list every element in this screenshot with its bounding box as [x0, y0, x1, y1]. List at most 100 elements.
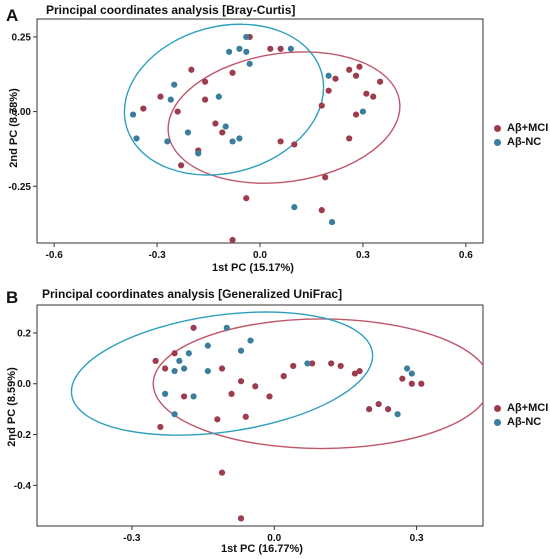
data-point-mci [408, 380, 415, 387]
data-point-mci [152, 357, 159, 364]
data-point-nc [184, 129, 192, 136]
legend-marker-mci [494, 404, 501, 412]
data-point-nc [394, 411, 401, 418]
data-point-mci [366, 406, 373, 413]
data-point-nc [287, 45, 294, 52]
data-point-mci [202, 96, 209, 103]
legend-label-nc: Aβ-NC [507, 416, 542, 428]
legend-label-mci: Aβ+MCI [507, 122, 549, 134]
confidence-ellipse-mci [152, 318, 483, 450]
legend-item-mci: Aβ+MCI [494, 121, 548, 135]
data-point-mci [322, 174, 329, 181]
panel-a: -0.6 -0.3 0.0 0.3 0.6 0.25 0.00 -0.25 A Princip… [6, 3, 548, 274]
x-tick-label: 0.0 [253, 250, 267, 261]
pcoa-bray-curtis-chart: -0.6 -0.3 0.0 0.3 0.6 0.25 0.00 -0.25 [8, 18, 484, 261]
data-point-nc [325, 72, 332, 79]
legend: Aβ+MCI Aβ-NC [494, 121, 548, 149]
y-tick-label: 0.2 [17, 328, 31, 339]
plot-frame [36, 18, 484, 244]
data-point-nc [204, 342, 211, 349]
data-point-mci [318, 207, 325, 214]
data-point-nc [215, 93, 222, 100]
data-point-mci [212, 120, 219, 127]
data-point-nc [204, 367, 211, 375]
data-point-nc [133, 135, 140, 142]
x-tick-label: -0.3 [148, 250, 166, 261]
data-point-nc [195, 150, 202, 157]
legend: Aβ+MCI Aβ-NC [494, 401, 548, 429]
x-axis-label: 1st PC (16.77%) [221, 543, 303, 555]
x-tick-label: 0.3 [410, 533, 424, 544]
data-point-mci [174, 108, 181, 115]
data-point-nc [291, 204, 298, 211]
y-tick-label: -0.4 [14, 481, 32, 492]
data-point-mci [290, 362, 297, 370]
data-point-nc [408, 370, 415, 377]
confidence-ellipse-nc [70, 311, 374, 436]
data-point-mci [356, 367, 363, 375]
legend-item-nc: Aβ-NC [494, 415, 548, 429]
data-point-mci [190, 324, 197, 331]
data-point-mci [277, 45, 284, 52]
data-point-mci [309, 360, 316, 367]
x-tick-label: -0.3 [123, 533, 141, 544]
y-axis-label: 2nd PC (8.59%) [6, 367, 18, 447]
data-point-mci [218, 365, 226, 372]
pcoa-generalized-unifrac-chart: -0.3 0.0 0.3 0.2 0.0 -0.2 -0.4 [14, 304, 484, 544]
x-tick-label: 0.6 [459, 250, 473, 261]
data-point-mci [228, 390, 235, 398]
legend-item-mci: Aβ+MCI [494, 401, 548, 415]
data-point-mci [418, 380, 425, 387]
data-point-mci [157, 423, 164, 431]
data-point-mci [157, 93, 164, 100]
data-point-mci [363, 90, 370, 97]
plot-frame [36, 304, 484, 527]
data-point-nc [226, 48, 233, 55]
data-point-nc [247, 337, 254, 344]
legend-label-mci: Aβ+MCI [507, 402, 549, 414]
legend-item-nc: Aβ-NC [494, 135, 548, 149]
data-point-nc [171, 411, 178, 418]
confidence-ellipse-mci [167, 51, 401, 184]
data-point-mci [337, 362, 344, 370]
data-point-mci [243, 195, 250, 202]
data-point-mci [280, 373, 287, 380]
y-tick-label: -0.25 [8, 182, 31, 193]
data-point-mci [237, 378, 245, 385]
data-point-nc [403, 365, 411, 372]
data-point-nc [304, 360, 311, 367]
data-point-mci [352, 111, 360, 118]
data-point-nc [185, 350, 192, 357]
legend-marker-nc [494, 418, 501, 426]
data-point-mci [237, 515, 245, 522]
data-point-mci [229, 236, 236, 243]
data-point-mci [356, 63, 363, 70]
data-point-mci [214, 416, 221, 423]
data-point-mci [318, 102, 325, 109]
data-point-nc [190, 393, 197, 400]
y-tick-label: 0.00 [12, 107, 32, 118]
data-point-mci [375, 400, 382, 408]
data-point-nc [243, 33, 250, 41]
x-tick-label: 0.3 [356, 250, 370, 261]
data-point-mci [325, 87, 332, 94]
data-point-nc [167, 96, 174, 103]
x-tick-label: 0.0 [267, 533, 281, 544]
data-point-mci [229, 69, 236, 76]
data-point-mci [171, 350, 178, 357]
data-point-mci [162, 365, 169, 372]
data-point-nc [229, 138, 236, 145]
data-point-mci [188, 66, 195, 73]
legend-marker-nc [494, 138, 501, 146]
panel-label: A [6, 6, 19, 25]
data-point-nc [164, 138, 171, 145]
data-point-mci [351, 370, 358, 377]
data-point-mci [202, 78, 209, 85]
data-point-mci [266, 393, 273, 400]
panel-b: -0.3 0.0 0.3 0.2 0.0 -0.2 -0.4 B Principal coo… [0, 280, 550, 559]
chart-title: Principal coordinates analysis [Bray-Cur… [46, 3, 296, 17]
legend-marker-mci [494, 124, 501, 132]
data-point-nc [171, 367, 178, 375]
y-tick-label: 0.25 [12, 32, 32, 43]
data-point-mci [218, 469, 226, 476]
